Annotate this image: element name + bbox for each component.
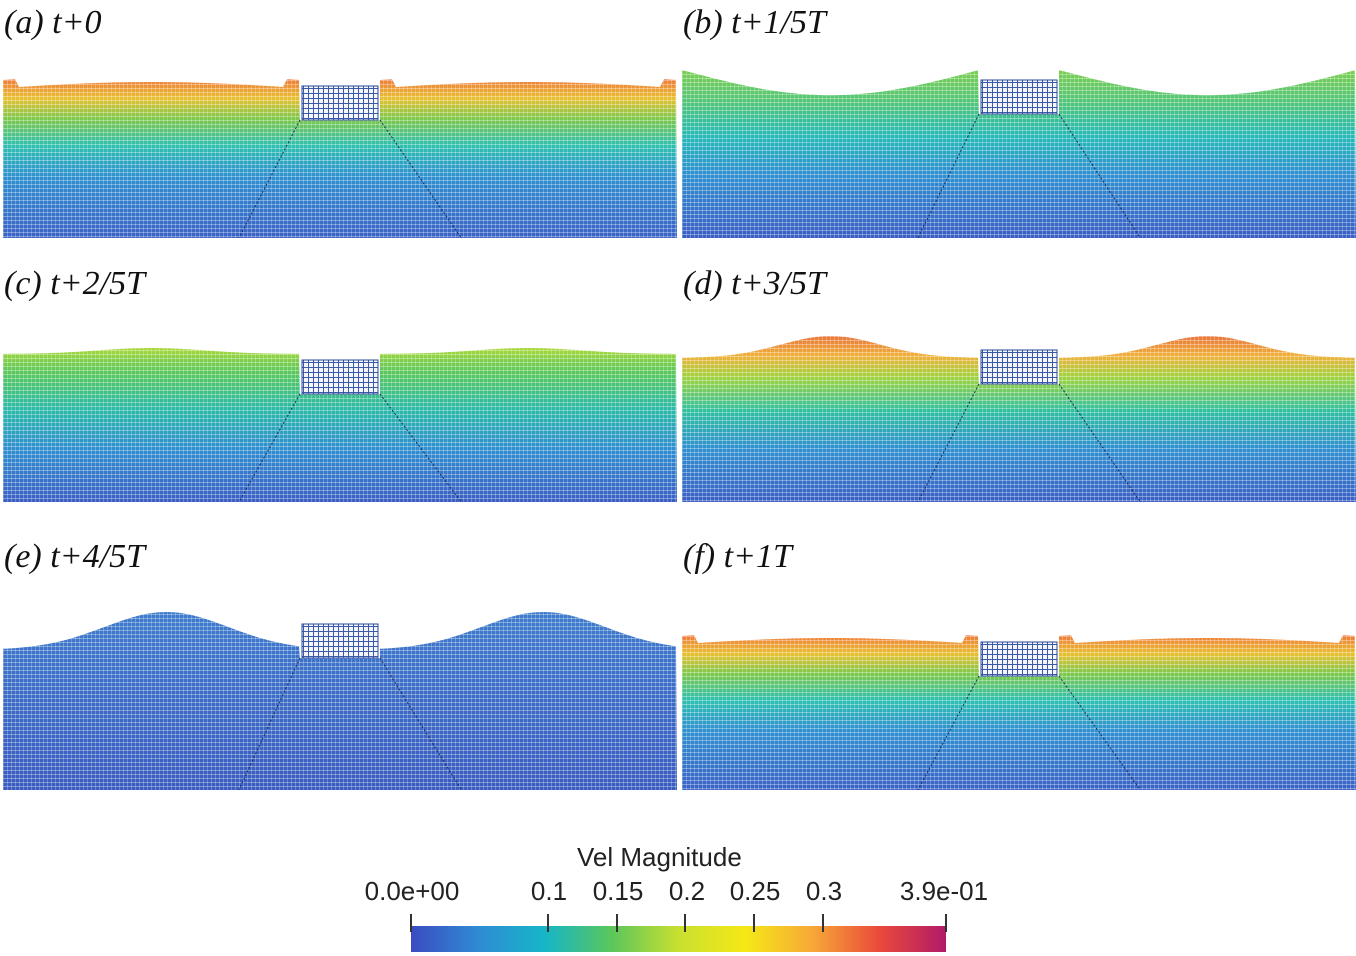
simulation-panel-c <box>3 342 677 502</box>
velocity-field-b <box>682 70 1356 238</box>
floating-body <box>301 359 379 395</box>
colorbar-title: Vel Magnitude <box>577 842 742 872</box>
colorbar-min-label: 0.0e+00 <box>364 876 460 906</box>
simulation-panel-d <box>682 332 1356 502</box>
floating-body <box>980 349 1058 385</box>
panel-label-b: (b) t+1/5T <box>683 4 826 41</box>
floating-body <box>301 85 379 121</box>
colorbar-tick-mark <box>410 914 412 932</box>
simulation-panel-e <box>3 606 677 790</box>
slope-line-right <box>379 657 462 790</box>
floating-body <box>980 79 1058 115</box>
colorbar-tick-label: 0.25 <box>729 876 781 906</box>
panel-label-e: (e) t+4/5T <box>4 538 145 575</box>
colorbar-tick-mark <box>821 914 824 932</box>
floating-body <box>301 623 379 659</box>
colorbar-tick-mark <box>945 914 947 932</box>
colorbar-tick-mark <box>615 914 618 932</box>
particle-mesh <box>682 635 1356 790</box>
simulation-panel-f <box>682 624 1356 790</box>
slope-line-right <box>379 393 462 502</box>
slope-line-right <box>1058 675 1141 790</box>
colorbar-tick-label: 0.15 <box>592 876 644 906</box>
particle-mesh <box>682 336 1356 502</box>
velocity-field-f <box>682 635 1356 790</box>
colorbar-max-label: 3.9e-01 <box>899 876 989 906</box>
particle-mesh <box>3 79 677 238</box>
slope-line-left <box>238 393 301 502</box>
particle-mesh <box>3 348 677 502</box>
simulation-panel-a <box>3 68 677 238</box>
colorbar-tick-mark <box>547 914 550 932</box>
velocity-field-d <box>682 336 1356 502</box>
velocity-field-a <box>3 79 677 238</box>
panel-label-f: (f) t+1T <box>683 538 792 575</box>
colorbar-tick-label: 0.1 <box>530 876 568 906</box>
colorbar-gradient <box>411 926 946 952</box>
floating-body <box>980 641 1058 677</box>
slope-line-left <box>917 113 980 238</box>
velocity-field-e <box>3 612 677 790</box>
velocity-field-c <box>3 348 677 502</box>
particle-mesh <box>3 612 677 790</box>
particle-mesh <box>682 70 1356 238</box>
panel-label-a: (a) t+0 <box>4 4 102 41</box>
panel-label-d: (d) t+3/5T <box>683 265 826 302</box>
simulation-panel-b <box>682 62 1356 238</box>
panel-label-c: (c) t+2/5T <box>4 265 145 302</box>
colorbar-tick-label: 0.3 <box>805 876 843 906</box>
colorbar-tick-label: 0.2 <box>668 876 706 906</box>
colorbar-tick-mark <box>752 914 755 932</box>
slope-line-left <box>917 675 980 790</box>
slope-line-left <box>238 657 301 790</box>
colorbar-tick-mark <box>684 914 687 932</box>
slope-line-right <box>1058 113 1141 238</box>
